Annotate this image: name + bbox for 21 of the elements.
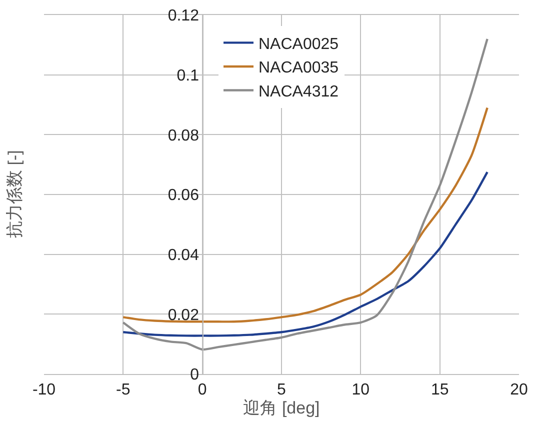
y-tick-label: 0.02 [168, 306, 200, 324]
line-series [122, 170, 488, 337]
x-axis-title: 迎角 [deg] [243, 398, 320, 418]
y-tick-label: 0.04 [168, 246, 200, 264]
line-series [122, 38, 488, 351]
x-tick-label: 10 [352, 381, 370, 398]
y-axis-title: 抗力係数 [-] [5, 150, 24, 238]
line-series [122, 106, 488, 323]
y-tick-label: 0.06 [168, 187, 200, 204]
legend-label: NACA0035 [258, 60, 339, 77]
y-tick-label: 0.1 [176, 67, 200, 84]
y-tick-label: 0 [190, 366, 200, 384]
legend-label: NACA0025 [258, 36, 339, 53]
x-tick-label: 20 [510, 381, 528, 398]
legend-label: NACA4312 [258, 84, 339, 101]
x-tick-label: -10 [32, 381, 56, 398]
y-tick-label: 0.08 [168, 127, 200, 144]
x-tick-label: 15 [430, 381, 449, 398]
x-tick-label: -5 [116, 381, 130, 398]
x-tick-label: 5 [277, 381, 286, 398]
y-tick-label: 0.12 [168, 8, 200, 25]
